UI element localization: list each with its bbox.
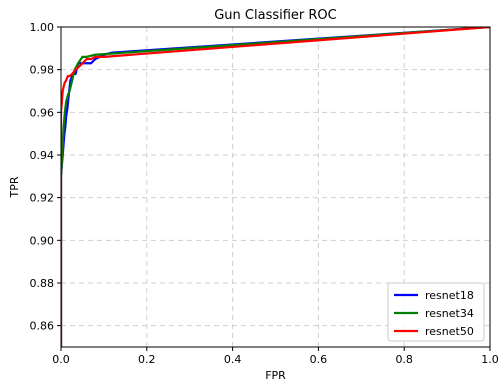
y-tick-label: 1.00 — [30, 21, 55, 34]
series-line-resnet34 — [61, 27, 490, 347]
series-line-resnet50 — [61, 27, 490, 347]
x-tick-label: 0.6 — [310, 353, 328, 366]
legend-entry-resnet34: resnet34 — [425, 307, 474, 320]
y-tick-label: 0.86 — [30, 320, 55, 333]
y-axis-ticks: 0.86 0.88 0.90 0.92 0.94 0.96 0.98 1.00 — [30, 21, 61, 333]
x-axis-label: FPR — [265, 369, 286, 381]
x-tick-label: 0.4 — [224, 353, 242, 366]
x-tick-label: 0.8 — [395, 353, 413, 366]
x-tick-label: 0.2 — [138, 353, 156, 366]
x-tick-label: 1.0 — [481, 353, 499, 366]
y-tick-label: 0.96 — [30, 106, 55, 119]
y-axis-label: TPR — [8, 176, 21, 198]
plot-frame — [60, 26, 491, 348]
legend-entry-resnet50: resnet50 — [425, 325, 474, 338]
y-tick-label: 0.94 — [30, 149, 55, 162]
x-tick-label: 0.0 — [52, 353, 70, 366]
chart-title: Gun Classifier ROC — [214, 8, 337, 23]
y-tick-label: 0.90 — [30, 234, 55, 247]
legend: resnet18 resnet34 resnet50 — [387, 282, 485, 342]
series-layer — [61, 27, 490, 347]
x-axis-ticks: 0.0 0.2 0.4 0.6 0.8 1.0 — [52, 347, 499, 366]
y-tick-label: 0.98 — [30, 64, 55, 77]
y-tick-label: 0.88 — [30, 277, 55, 290]
legend-entry-resnet18: resnet18 — [425, 289, 474, 302]
y-tick-label: 0.92 — [30, 192, 55, 205]
legend-box — [387, 282, 485, 342]
